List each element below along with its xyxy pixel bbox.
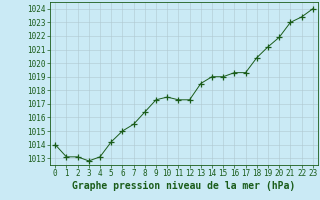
X-axis label: Graphe pression niveau de la mer (hPa): Graphe pression niveau de la mer (hPa) bbox=[72, 181, 296, 191]
